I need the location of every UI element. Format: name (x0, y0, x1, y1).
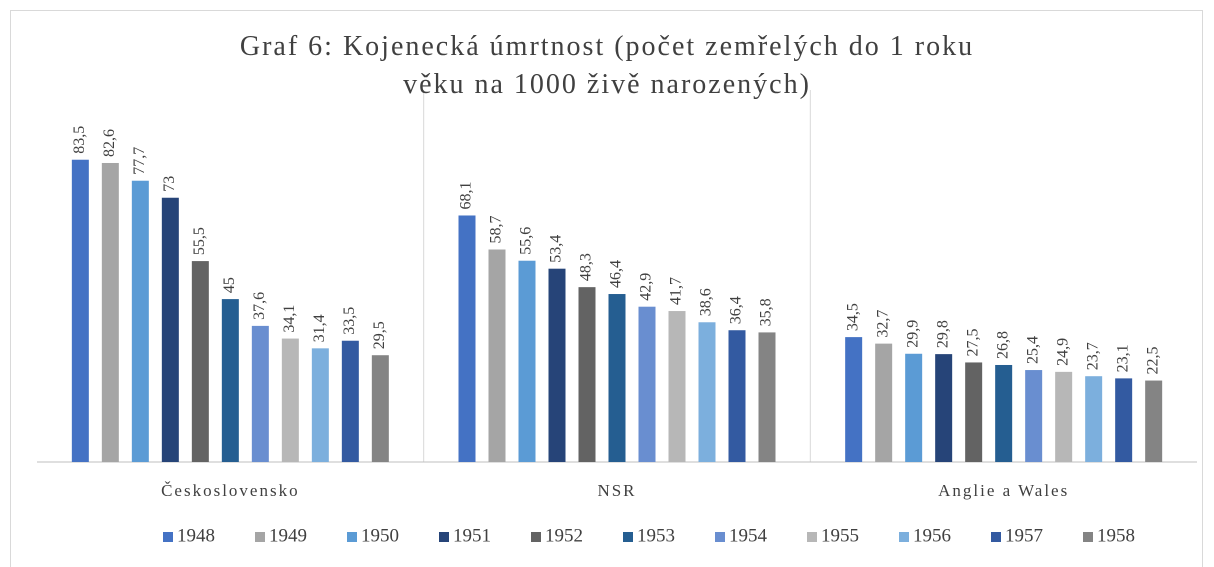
legend-label: 1948 (177, 525, 215, 546)
data-label: 45 (221, 277, 238, 293)
data-label: 34,5 (844, 303, 861, 331)
bar (191, 261, 209, 462)
legend-label: 1958 (1097, 525, 1135, 546)
data-label: 29,8 (934, 320, 951, 348)
bar (371, 355, 389, 462)
data-label: 55,5 (191, 227, 208, 255)
legend-label: 1949 (269, 525, 307, 546)
bar (458, 215, 476, 462)
bar (638, 306, 656, 462)
x-tick-label: Československo (161, 481, 300, 500)
data-label: 53,4 (548, 235, 565, 263)
legend-label: 1952 (545, 525, 583, 546)
bar (845, 337, 863, 462)
legend-swatch (163, 532, 173, 542)
bar (728, 330, 746, 462)
data-label: 48,3 (578, 253, 595, 281)
legend-swatch (1083, 532, 1093, 542)
data-label: 41,7 (668, 277, 685, 305)
data-label: 22,5 (1144, 347, 1161, 375)
bar (101, 162, 119, 462)
bar (488, 249, 506, 462)
bar (1115, 378, 1133, 462)
data-label: 55,6 (518, 227, 535, 255)
data-label: 31,4 (311, 314, 328, 342)
data-label: 27,5 (964, 328, 981, 356)
bar (161, 197, 179, 463)
x-tick-label: NSR (597, 481, 636, 500)
legend-swatch (899, 532, 909, 542)
bar (668, 311, 686, 462)
data-label: 73 (161, 176, 178, 192)
bar (311, 348, 329, 462)
bar (1055, 371, 1073, 462)
legend-label: 1957 (1005, 525, 1043, 546)
data-label: 32,7 (874, 310, 891, 338)
chart-frame (10, 10, 1203, 567)
bar (608, 294, 626, 462)
x-tick-label: Anglie a Wales (938, 481, 1069, 500)
data-label: 82,6 (101, 129, 118, 157)
bar (281, 338, 299, 462)
bar (965, 362, 983, 462)
data-label: 29,5 (371, 321, 388, 349)
bar (698, 322, 716, 462)
legend-swatch (531, 532, 541, 542)
data-label: 42,9 (638, 273, 655, 301)
data-label: 38,6 (698, 288, 715, 316)
legend-label: 1953 (637, 525, 675, 546)
data-label: 36,4 (728, 296, 745, 324)
legend-label: 1951 (453, 525, 491, 546)
data-label: 46,4 (608, 260, 625, 288)
bar (1085, 376, 1103, 462)
legend-swatch (255, 532, 265, 542)
legend-swatch (715, 532, 725, 542)
bar (1145, 380, 1163, 462)
chart-title: Graf 6: Kojenecká úmrtnost (počet zemřel… (239, 31, 975, 100)
data-label: 35,8 (758, 298, 775, 326)
bar (905, 353, 923, 462)
bar (131, 180, 149, 462)
legend-swatch (347, 532, 357, 542)
data-label: 68,1 (458, 181, 475, 209)
data-label: 23,7 (1084, 342, 1101, 370)
data-label: 83,5 (71, 126, 88, 154)
data-label: 77,7 (131, 147, 148, 175)
legend-label: 1954 (729, 525, 768, 546)
bar (251, 325, 269, 462)
legend-label: 1956 (913, 525, 951, 546)
legend-label: 1955 (821, 525, 859, 546)
bar (758, 332, 776, 462)
data-label: 34,1 (281, 305, 298, 333)
data-label: 24,9 (1054, 338, 1071, 366)
bar (1025, 370, 1043, 462)
legend-swatch (623, 532, 633, 542)
legend-swatch (439, 532, 449, 542)
data-label: 25,4 (1024, 336, 1041, 364)
legend-swatch (807, 532, 817, 542)
data-label: 26,8 (994, 331, 1011, 359)
bar (995, 364, 1013, 462)
bar (71, 159, 89, 463)
data-label: 58,7 (488, 216, 505, 244)
data-label: 23,1 (1114, 344, 1131, 372)
bar (221, 299, 239, 462)
bar (341, 340, 359, 462)
data-label: 37,6 (251, 292, 268, 320)
bar (875, 343, 893, 462)
bar (518, 260, 536, 462)
bar (548, 268, 566, 462)
data-label: 33,5 (341, 307, 358, 335)
legend-label: 1950 (361, 525, 399, 546)
bar (578, 287, 596, 462)
data-label: 29,9 (904, 320, 921, 348)
legend-swatch (991, 532, 1001, 542)
bar (935, 354, 953, 462)
